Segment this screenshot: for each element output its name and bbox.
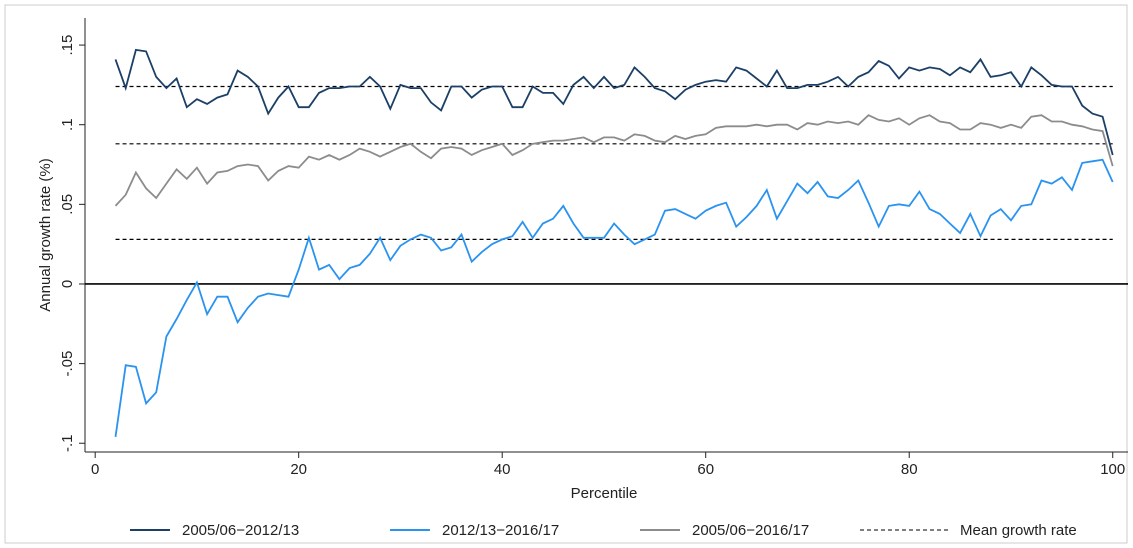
- series-line: [114, 48, 1114, 156]
- frame: [4, 4, 1128, 544]
- series-line: [114, 114, 1114, 207]
- y-tick-label: 0: [59, 280, 76, 288]
- x-axis-label: Percentile: [571, 485, 638, 502]
- x-tick-label: 20: [290, 461, 307, 478]
- x-tick-label: 100: [1100, 461, 1125, 478]
- legend-label: Mean growth rate: [960, 522, 1077, 539]
- y-tick-label: .15: [59, 35, 76, 56]
- series-line: [114, 158, 1114, 438]
- y-axis-label: Annual growth rate (%): [37, 158, 54, 311]
- y-tick-label: .1: [59, 118, 76, 131]
- x-tick-label: 40: [494, 461, 511, 478]
- y-tick-label: -.05: [59, 351, 76, 377]
- legend-label: 2005/06−2012/13: [182, 522, 299, 539]
- y-tick-label: -.1: [59, 434, 76, 452]
- x-tick-label: 60: [697, 461, 714, 478]
- y-tick-label: .05: [59, 194, 76, 215]
- legend-label: 2005/06−2016/17: [692, 522, 809, 539]
- legend-label: 2012/13−2016/17: [442, 522, 559, 539]
- x-tick-label: 80: [901, 461, 918, 478]
- x-tick-label: 0: [91, 461, 99, 478]
